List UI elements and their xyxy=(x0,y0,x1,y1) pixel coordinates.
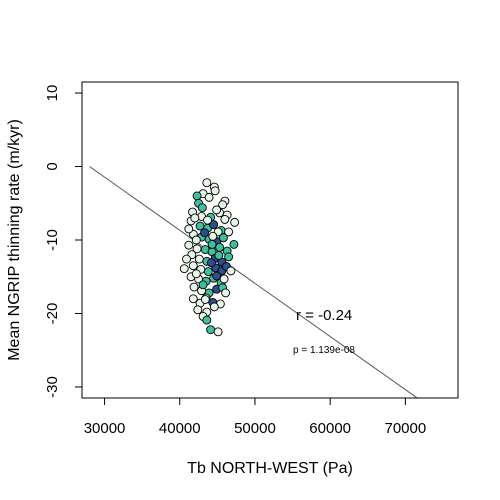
y-tick-label: 10 xyxy=(44,85,61,102)
data-point xyxy=(209,220,219,230)
data-point xyxy=(220,214,230,224)
data-point xyxy=(206,258,216,268)
x-tick-label: 30000 xyxy=(84,420,126,437)
data-point xyxy=(224,227,234,237)
data-point xyxy=(193,305,203,315)
data-point xyxy=(202,315,212,325)
x-tick-label: 50000 xyxy=(234,420,276,437)
data-point xyxy=(198,280,208,290)
data-point xyxy=(229,239,239,249)
data-point xyxy=(200,295,210,304)
data-point xyxy=(218,200,228,210)
data-point xyxy=(184,224,194,234)
data-point xyxy=(219,274,229,284)
data-point xyxy=(214,250,224,260)
data-point xyxy=(204,192,214,202)
data-point xyxy=(203,267,213,277)
data-point xyxy=(188,261,198,271)
x-axis: 30000 40000 50000 60000 70000 xyxy=(84,398,427,437)
data-point xyxy=(226,266,236,276)
data-point xyxy=(189,282,199,292)
data-point xyxy=(207,239,217,249)
data-point xyxy=(192,191,202,201)
data-point xyxy=(206,325,216,335)
y-axis-title: Mean NGRIP thinning rate (m/kyr) xyxy=(6,119,23,361)
data-point xyxy=(194,254,204,264)
data-point xyxy=(218,233,228,243)
data-point xyxy=(209,302,219,312)
y-axis: -30 -20 -10 0 10 xyxy=(44,85,82,398)
data-point xyxy=(224,252,234,262)
x-axis-title: Tb NORTH-WEST (Pa) xyxy=(187,460,353,477)
data-point xyxy=(190,213,200,223)
y-tick-label: -20 xyxy=(44,303,61,325)
data-point xyxy=(203,215,213,225)
x-tick-label: 60000 xyxy=(309,420,351,437)
data-point xyxy=(179,264,189,274)
data-point xyxy=(202,178,212,188)
data-point xyxy=(197,203,207,213)
data-point xyxy=(188,294,198,304)
data-point xyxy=(191,235,201,245)
data-points xyxy=(179,178,240,337)
correlation-annotation: r = -0.24 xyxy=(296,307,352,324)
regression-line xyxy=(89,166,419,398)
x-tick-label: 40000 xyxy=(159,420,201,437)
data-point xyxy=(200,228,210,238)
data-point xyxy=(212,271,222,281)
plot-frame xyxy=(81,81,459,399)
y-tick-label: 0 xyxy=(44,162,61,170)
p-value-annotation: p = 1.139e-08 xyxy=(293,345,355,356)
data-point xyxy=(208,231,218,241)
data-point xyxy=(215,242,225,252)
data-point xyxy=(191,269,201,279)
x-tick-label: 70000 xyxy=(385,420,427,437)
data-point xyxy=(182,254,191,264)
data-point xyxy=(184,240,194,250)
y-tick-label: -30 xyxy=(44,376,61,398)
y-tick-label: -10 xyxy=(44,229,61,251)
data-point xyxy=(210,186,220,196)
regression-line-layer xyxy=(89,166,419,398)
data-point xyxy=(213,327,223,337)
data-point xyxy=(221,288,231,298)
data-point xyxy=(212,205,222,215)
data-point xyxy=(230,217,240,227)
